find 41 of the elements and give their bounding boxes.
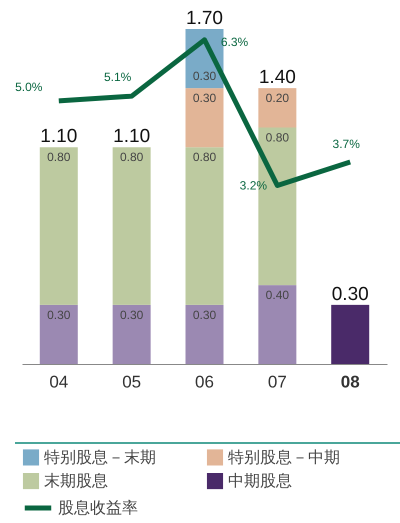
data-label: 0.20 bbox=[266, 91, 290, 106]
x-tick-label: 08 bbox=[340, 372, 360, 392]
legend-label: 中期股息 bbox=[228, 472, 292, 490]
bar bbox=[186, 304, 224, 364]
data-label: 6.3% bbox=[220, 34, 248, 49]
data-label: 5.1% bbox=[104, 70, 132, 84]
legend-label: 股息收益率 bbox=[58, 499, 138, 517]
bar bbox=[258, 88, 296, 128]
data-label: 0.30 bbox=[120, 308, 144, 322]
data-label: 0.80 bbox=[266, 130, 290, 145]
bar bbox=[112, 304, 151, 364]
legend-label: 特别股息－中期 bbox=[228, 448, 340, 466]
x-tick-label: 07 bbox=[268, 372, 287, 392]
data-label: 0.40 bbox=[266, 288, 290, 302]
bar bbox=[186, 147, 224, 305]
data-label: 0.80 bbox=[120, 150, 144, 164]
data-label: 3.2% bbox=[240, 178, 268, 192]
bar bbox=[186, 88, 224, 148]
total-label: 1.70 bbox=[186, 8, 223, 29]
bar bbox=[40, 147, 78, 305]
data-label: 0.80 bbox=[47, 150, 71, 164]
data-label: 0.30 bbox=[47, 308, 71, 322]
data-label: 0.30 bbox=[192, 308, 216, 322]
total-label: 1.10 bbox=[40, 126, 78, 148]
bar bbox=[331, 304, 370, 364]
total-label: 0.30 bbox=[332, 284, 369, 305]
bar bbox=[40, 304, 78, 364]
data-label: 0.80 bbox=[192, 150, 216, 164]
bar bbox=[112, 147, 151, 305]
x-tick-label: 06 bbox=[195, 372, 214, 392]
data-label: 0.30 bbox=[192, 69, 216, 84]
legend-label: 特别股息－末期 bbox=[44, 448, 156, 466]
legend-label: 末期股息 bbox=[44, 472, 108, 490]
data-label: 5.0% bbox=[15, 80, 43, 94]
data-label: 3.7% bbox=[332, 136, 360, 151]
x-tick-label: 04 bbox=[49, 372, 68, 392]
data-label: 0.30 bbox=[192, 91, 216, 106]
total-label: 1.40 bbox=[258, 67, 296, 88]
total-label: 1.10 bbox=[113, 126, 150, 148]
x-tick-label: 05 bbox=[122, 372, 142, 392]
bar bbox=[258, 285, 296, 364]
